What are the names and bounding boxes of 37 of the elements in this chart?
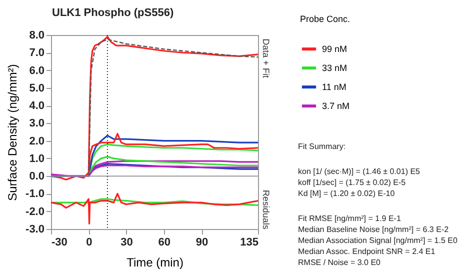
y-tick-label: 3.0 xyxy=(29,118,44,130)
text: RMSE / Noise = 3.0 E0 xyxy=(298,257,382,268)
legend-label: 3.7 nM xyxy=(322,101,350,111)
x-tick-label: -30 xyxy=(52,236,68,248)
text: Residuals xyxy=(261,190,271,230)
text: Kd [M] = (1.20 ± 0.02) E-10 xyxy=(298,188,396,199)
text: Fit Summary: xyxy=(298,141,347,152)
y-tick-label: 7.0 xyxy=(29,47,44,60)
text: Median Association Signal [ng/mm²] = 1.5 E0 xyxy=(298,235,458,246)
chart-title: ULK1 Phospho (pS556) xyxy=(52,7,174,19)
text: kon [1/ (sec·M)] = (1.46 ± 0.01) E5 xyxy=(298,166,421,177)
y-tick-label: -3.0 xyxy=(26,224,44,236)
text: Data + Fit xyxy=(261,38,271,78)
x-tick-label: 30 xyxy=(120,236,133,248)
text: Median Assoc. Endpoint SNR = 2.4 E1 xyxy=(298,246,436,257)
x-axis-title: Time (min) xyxy=(126,256,184,270)
legend-label: 33 nM xyxy=(322,63,348,73)
y-tick-label: 2.0 xyxy=(29,135,44,148)
y-tick-label: 6.0 xyxy=(29,64,44,77)
text: Median Baseline Noise [ng/mm²] = 6.3 E-2 xyxy=(298,224,450,235)
text: koff [1/sec] = (1.75 ± 0.02) E-5 xyxy=(298,177,407,188)
y-tick-label: -2.0 xyxy=(26,206,44,218)
y-tick-label: -1.0 xyxy=(26,188,44,200)
legend-label: 99 nM xyxy=(322,44,348,54)
x-tick-label: 60 xyxy=(158,236,171,248)
y-tick-label: 0.0 xyxy=(29,170,44,183)
legend-title: Probe Conc. xyxy=(300,14,350,24)
x-tick-label: 90 xyxy=(196,236,208,248)
y-tick-label: 1.0 xyxy=(29,152,44,165)
text: Fit RMSE [ng/mm²] = 1.9 E-1 xyxy=(298,213,402,224)
y-tick-label: 8.0 xyxy=(29,30,44,42)
x-tick-label: 135 xyxy=(240,236,258,248)
legend-label: 11 nM xyxy=(322,82,346,92)
x-tick-label: 0 xyxy=(86,236,92,248)
y-axis-title: Surface Density (ng/mm²) xyxy=(6,64,20,201)
y-tick-label: 4.0 xyxy=(29,100,44,112)
y-tick-label: 5.0 xyxy=(29,82,44,94)
